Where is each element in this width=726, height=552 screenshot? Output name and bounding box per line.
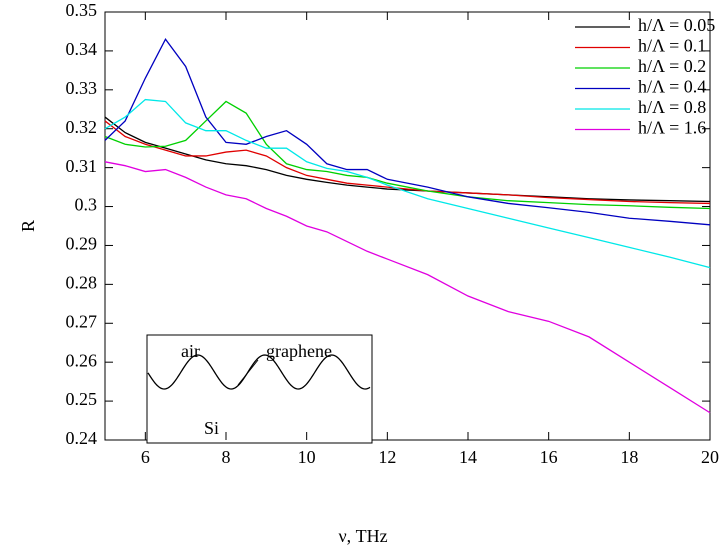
legend-label: h/Λ = 0.2 [638,56,706,76]
y-tick-label: 0.24 [66,428,98,448]
x-tick-label: 16 [540,447,558,467]
y-tick-label: 0.34 [66,39,98,59]
legend-label: h/Λ = 0.4 [638,77,706,97]
series-line [104,100,711,210]
x-tick-label: 20 [701,447,719,467]
series-line [104,116,711,203]
series-line [104,98,711,269]
y-tick-label: 0.31 [66,156,98,176]
y-tick-label: 0.25 [66,389,98,409]
inset-label: air [181,341,200,361]
legend-label: h/Λ = 0.8 [638,97,706,117]
y-tick-label: 0.35 [66,0,98,20]
plot-frame [104,11,711,441]
legend-label: h/Λ = 0.05 [638,15,715,35]
y-tick-label: 0.3 [75,195,98,215]
x-axis-label: ν, THz [338,526,387,546]
inset-frame [146,334,373,444]
x-tick-label: 14 [459,447,477,467]
x-tick-label: 18 [620,447,638,467]
legend-label: h/Λ = 1.6 [638,118,706,138]
series-line [104,161,711,414]
x-tick-label: 12 [378,447,396,467]
legend-label: h/Λ = 0.1 [638,36,706,56]
y-tick-label: 0.26 [66,350,98,370]
x-tick-label: 10 [298,447,316,467]
y-tick-label: 0.28 [66,272,98,292]
inset: air graphene Si [146,334,373,444]
y-tick-label: 0.29 [66,234,98,254]
x-tick-label: 8 [222,447,231,467]
series-line [104,38,711,226]
inset-curve [147,354,371,390]
y-tick-label: 0.32 [66,117,98,137]
y-tick-label: 0.27 [66,311,98,331]
y-tick-label: 0.33 [66,78,98,98]
inset-label: Si [204,418,219,438]
y-axis-label: R [18,220,38,232]
series-line [104,120,711,205]
inset-pointer [237,359,259,386]
x-tick-label: 6 [141,447,150,467]
inset-label: graphene [266,341,332,361]
